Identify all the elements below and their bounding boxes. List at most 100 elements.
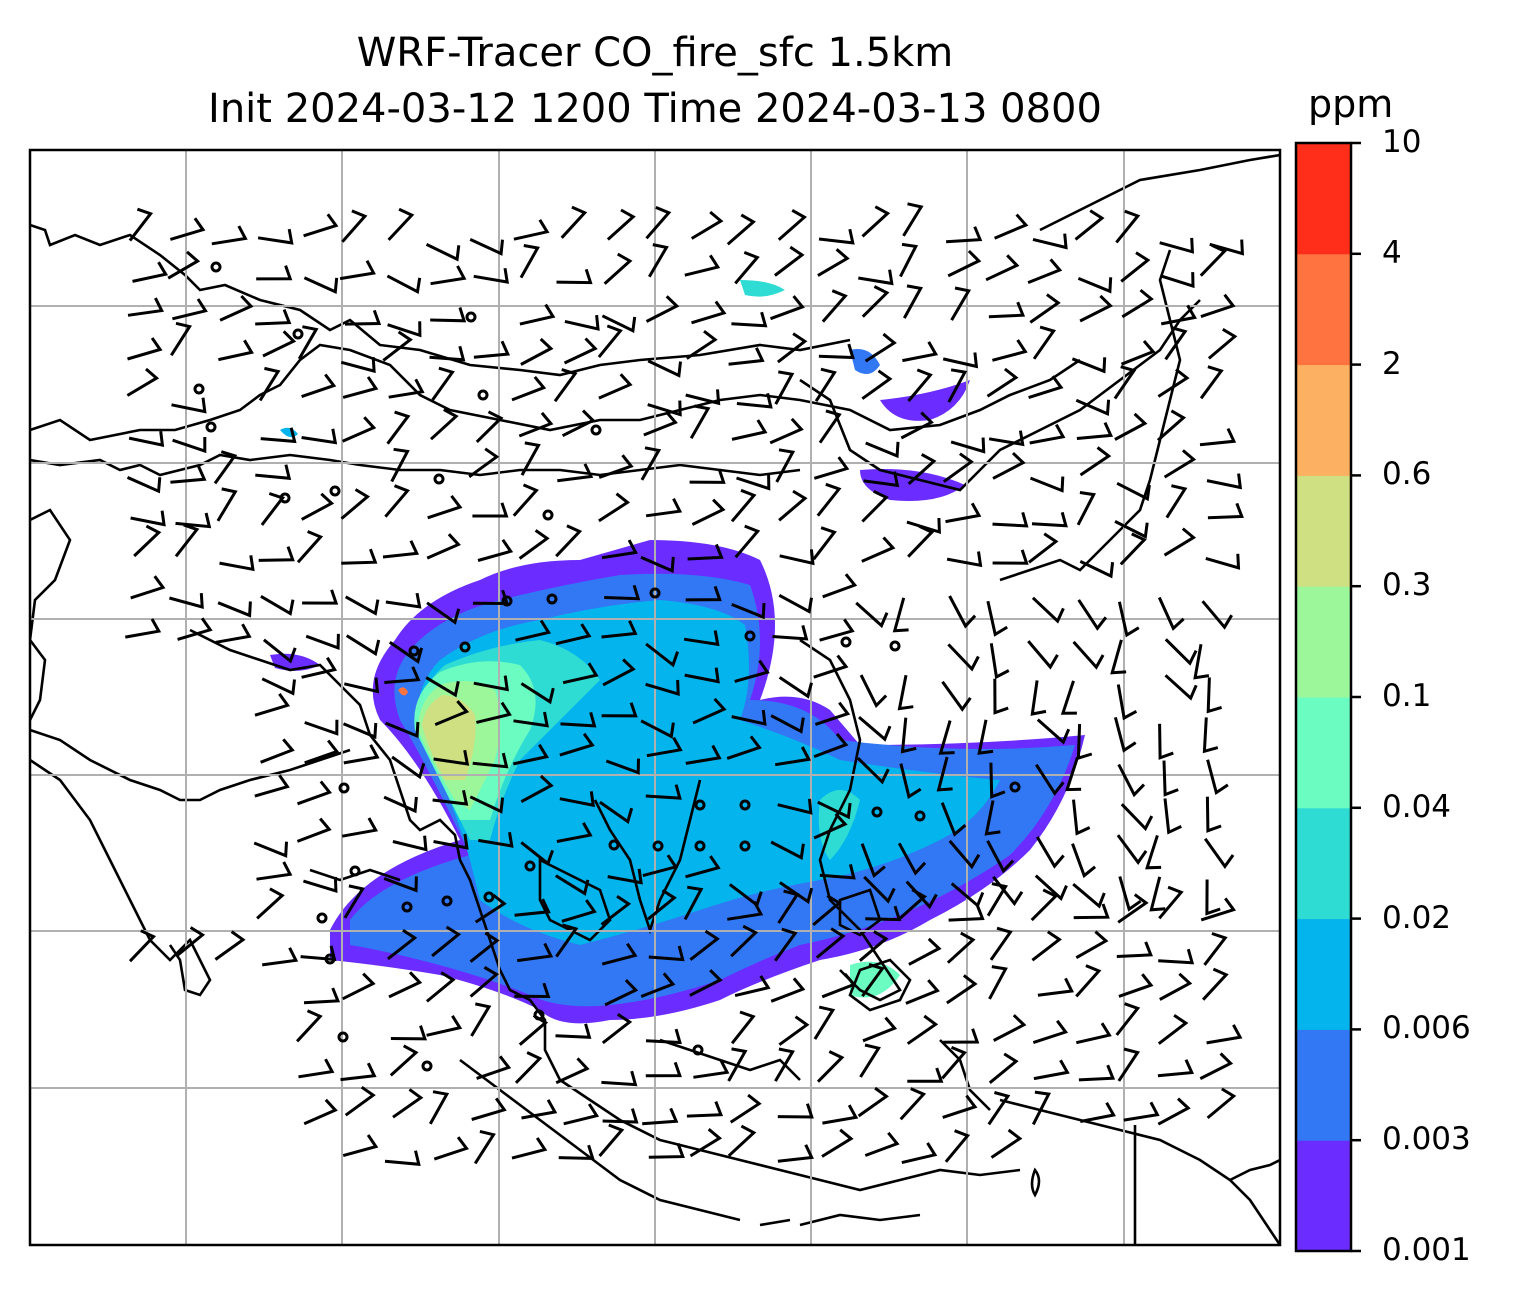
wind-barb	[729, 1093, 762, 1124]
wind-barb	[130, 510, 166, 527]
wind-barb	[390, 447, 410, 483]
wind-barb	[1206, 1087, 1237, 1120]
wind-barb	[728, 347, 765, 366]
wind-barb	[602, 1108, 639, 1124]
wind-barb	[861, 285, 890, 318]
wind-barb	[1117, 893, 1149, 924]
wind-barb	[684, 254, 721, 277]
wind-barb	[177, 617, 213, 641]
wind-barb	[560, 712, 597, 728]
calm-wind-circle	[316, 912, 328, 924]
wind-barb	[433, 1136, 469, 1161]
wind-barb	[262, 638, 297, 664]
wind-barb	[645, 1028, 682, 1045]
wind-barb	[1207, 328, 1238, 360]
wind-barb	[812, 894, 842, 927]
wind-barb	[736, 392, 773, 409]
wind-barb	[817, 248, 850, 277]
wind-barb	[1202, 967, 1229, 1001]
wind-barb	[558, 1144, 595, 1161]
wind-barb	[215, 623, 252, 644]
wind-barb	[1076, 421, 1114, 440]
wind-barb	[170, 321, 192, 357]
wind-barb	[473, 675, 509, 692]
wind-barb	[779, 881, 814, 905]
wind-barb	[645, 784, 682, 800]
wind-barb	[734, 659, 770, 683]
wind-barb	[520, 841, 555, 866]
wind-barb	[726, 735, 762, 760]
calm-wind-circle	[590, 424, 602, 436]
wind-barb	[216, 487, 238, 522]
wind-barb	[1199, 1052, 1234, 1080]
wind-barb	[1035, 763, 1065, 796]
colorbar-tick-label: 0.3	[1382, 567, 1432, 604]
wind-barb	[865, 905, 902, 922]
wind-barb	[1120, 340, 1156, 366]
wind-barb	[946, 226, 983, 244]
wind-barb	[514, 1051, 543, 1084]
wind-barb	[301, 656, 338, 679]
wind-barb	[813, 1005, 836, 1040]
wind-barb	[942, 352, 979, 369]
wind-barb	[1029, 293, 1061, 324]
calm-wind-circle	[329, 485, 341, 497]
wind-barb	[1071, 843, 1097, 879]
wind-barb	[518, 529, 550, 560]
calm-wind-circle	[465, 311, 477, 323]
wind-barb	[773, 245, 805, 277]
wind-barb	[777, 889, 800, 924]
wind-barb	[685, 389, 721, 406]
wind-barb	[731, 419, 768, 441]
wind-barb	[770, 714, 805, 734]
wind-barb	[1073, 903, 1110, 920]
wind-barb	[736, 474, 771, 491]
wind-barb	[383, 876, 418, 893]
wind-barb	[1037, 977, 1074, 997]
plume-small-patch	[280, 427, 298, 438]
wind-barb	[821, 972, 857, 999]
calm-wind-circle	[739, 799, 751, 811]
wind-barb	[1118, 973, 1154, 998]
wind-barb	[907, 1067, 944, 1083]
wind-barb	[515, 619, 551, 642]
wind-barb	[601, 942, 638, 966]
wind-barb	[428, 1090, 450, 1125]
wind-barb	[1075, 930, 1109, 960]
wind-barb	[1115, 1002, 1141, 1036]
wind-barb	[776, 332, 808, 364]
wind-barb	[1036, 718, 1071, 745]
wind-barb	[1158, 948, 1195, 965]
wind-barb	[427, 494, 463, 520]
wind-barb	[388, 971, 423, 999]
wind-barb	[818, 409, 842, 444]
wind-barb	[778, 593, 813, 614]
wind-barb	[1065, 756, 1082, 792]
calm-wind-circle	[408, 645, 420, 657]
wind-barb	[342, 1134, 379, 1158]
wind-barb	[899, 242, 919, 278]
wind-barb	[734, 251, 760, 285]
calm-wind-circle	[1009, 781, 1021, 793]
wind-barb	[1205, 879, 1221, 916]
wind-barb	[813, 456, 850, 480]
calm-wind-circle	[324, 953, 336, 965]
wind-barb	[1157, 1097, 1191, 1126]
wind-barb	[906, 1014, 939, 1045]
wind-barb	[902, 202, 924, 237]
wind-barb	[342, 376, 379, 399]
wind-barb	[685, 330, 718, 360]
wind-barb	[989, 762, 1006, 799]
wind-barb	[384, 484, 411, 518]
wind-barb	[214, 930, 246, 961]
wind-barb	[1075, 964, 1102, 998]
wind-barb	[512, 483, 539, 517]
wind-barb	[1162, 760, 1179, 797]
wind-barb	[646, 736, 683, 758]
wind-barb	[731, 311, 768, 328]
wind-barb	[727, 1124, 757, 1157]
wind-barb	[986, 600, 1008, 637]
wind-barb	[128, 207, 154, 242]
wind-barb	[772, 625, 809, 641]
wind-barb	[171, 397, 207, 414]
